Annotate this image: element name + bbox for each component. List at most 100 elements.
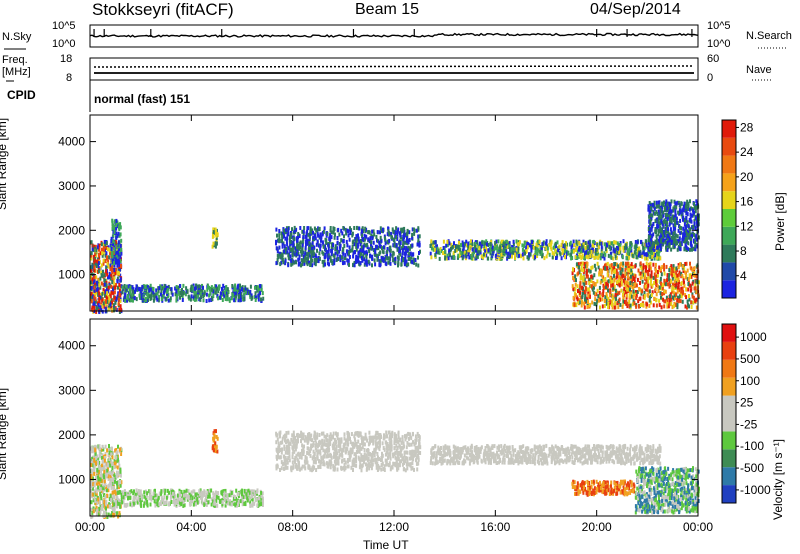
power-echo xyxy=(460,250,463,255)
power-echo xyxy=(400,227,403,232)
power-echo xyxy=(675,216,678,221)
velocity-echo xyxy=(107,488,110,493)
power-echo xyxy=(533,253,536,257)
power-echo xyxy=(111,300,113,305)
power-echo xyxy=(318,227,321,231)
power-echo xyxy=(651,244,654,249)
power-echo xyxy=(107,286,110,290)
power-echo xyxy=(233,286,236,291)
power-echo xyxy=(289,240,292,244)
power-echo xyxy=(285,228,288,233)
power-echo xyxy=(668,284,671,289)
power-echo xyxy=(112,233,115,238)
power-echo xyxy=(440,249,443,254)
power-echo xyxy=(134,289,136,294)
power-echo xyxy=(117,291,120,296)
power-echo xyxy=(669,237,672,242)
power-echo xyxy=(682,269,685,273)
velocity-echo xyxy=(113,502,116,507)
power-echo xyxy=(591,253,594,258)
power-echo xyxy=(694,208,697,213)
power-echo xyxy=(308,240,311,245)
velocity-echo xyxy=(107,477,110,481)
power-echo xyxy=(282,260,285,265)
power-echo xyxy=(216,233,219,237)
power-echo xyxy=(596,288,599,293)
power-echo xyxy=(316,229,319,234)
power-echo xyxy=(405,238,408,243)
power-echo xyxy=(454,248,457,253)
power-echo xyxy=(120,263,122,268)
power-echo xyxy=(135,297,138,302)
power-echo xyxy=(351,231,354,236)
power-echo xyxy=(588,290,591,295)
velocity-echo xyxy=(92,506,95,511)
power-echo xyxy=(600,245,603,250)
power-echo xyxy=(116,263,119,268)
power-echo xyxy=(110,290,113,295)
power-echo xyxy=(639,296,642,301)
power-echo xyxy=(687,247,689,252)
power-echo xyxy=(369,253,372,258)
power-echo xyxy=(541,254,544,259)
power-echo xyxy=(577,271,580,276)
power-echo xyxy=(500,252,503,257)
power-echo xyxy=(633,282,636,287)
power-echo xyxy=(696,305,699,310)
power-echo xyxy=(666,247,669,252)
power-echo xyxy=(301,229,304,234)
power-echo xyxy=(290,232,293,237)
power-echo xyxy=(596,298,599,303)
power-echo xyxy=(649,203,652,208)
power-echo xyxy=(691,294,694,299)
power-echo xyxy=(307,251,310,256)
power-colorbar-tick-label: 12 xyxy=(740,219,754,233)
power-echo xyxy=(656,217,659,222)
power-echo xyxy=(121,285,124,290)
power-echo xyxy=(124,292,127,297)
power-echo xyxy=(302,259,305,263)
power-echo xyxy=(605,298,608,303)
power-echo xyxy=(408,246,411,251)
power-echo xyxy=(691,247,693,252)
power-echo xyxy=(647,283,650,288)
power-echo xyxy=(582,261,584,266)
power-echo xyxy=(163,288,166,292)
power-echo xyxy=(659,216,662,221)
velocity-echo xyxy=(117,498,120,503)
power-echo xyxy=(105,241,108,246)
power-echo xyxy=(626,282,629,287)
power-echo xyxy=(649,254,652,259)
power-echo xyxy=(356,244,359,249)
power-echo xyxy=(393,243,396,248)
velocity-echo xyxy=(100,455,103,460)
power-echo xyxy=(555,244,557,249)
velocity-echo xyxy=(100,504,103,509)
power-echo xyxy=(535,242,538,247)
power-echo xyxy=(282,231,285,236)
power-echo xyxy=(332,226,335,231)
power-echo xyxy=(241,287,244,292)
power-echo xyxy=(311,228,314,233)
power-echo xyxy=(505,249,508,254)
power-echo xyxy=(416,242,419,247)
power-echo xyxy=(688,229,691,234)
power-echo xyxy=(432,244,434,249)
power-echo xyxy=(148,287,151,292)
power-echo xyxy=(552,245,555,250)
power-echo xyxy=(647,234,650,239)
power-echo xyxy=(666,241,669,245)
power-echo xyxy=(90,275,92,280)
power-echo xyxy=(619,302,622,307)
power-echo xyxy=(673,239,675,243)
power-echo xyxy=(626,304,629,309)
power-echo xyxy=(561,247,564,252)
power-echo xyxy=(649,227,652,232)
power-echo xyxy=(410,255,413,260)
power-echo xyxy=(388,238,391,243)
velocity-echo xyxy=(93,463,96,468)
power-echo xyxy=(689,261,691,266)
power-colorbar-swatch xyxy=(722,155,736,174)
power-echo xyxy=(316,258,319,262)
power-echo xyxy=(249,289,252,294)
